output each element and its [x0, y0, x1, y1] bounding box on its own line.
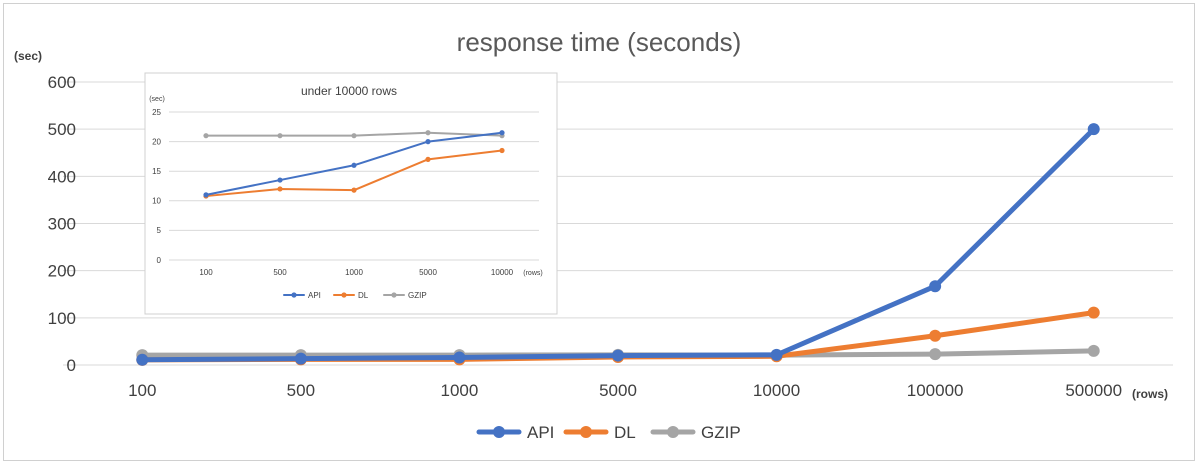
- main-legend-marker-dl: [580, 426, 592, 438]
- main-legend-label-api: API: [527, 423, 554, 442]
- main-y-tick-label: 200: [48, 262, 76, 281]
- main-chart-title: response time (seconds): [457, 27, 742, 57]
- main-data-point-api: [453, 351, 466, 364]
- main-data-point-api: [612, 349, 624, 362]
- inset-data-point-api: [351, 162, 357, 168]
- inset-chart-title: under 10000 rows: [301, 84, 397, 98]
- inset-gridlines: [169, 111, 539, 261]
- main-legend-marker-gzip: [667, 426, 679, 438]
- inset-y-ticks: 0 5 10 15 20 25: [152, 108, 161, 265]
- main-y-ticks: 0 100 200 300 400 500 600: [48, 73, 76, 375]
- inset-data-point-gzip: [277, 133, 283, 139]
- main-data-point-gzip: [1087, 344, 1100, 357]
- inset-data-point-api: [277, 177, 283, 183]
- main-y-tick-label: 300: [48, 214, 76, 233]
- main-y-tick-label: 100: [48, 309, 76, 328]
- inset-legend-label-dl: DL: [358, 291, 369, 300]
- inset-data-point-dl: [425, 156, 431, 162]
- main-data-point-dl: [929, 329, 942, 342]
- main-data-point-gzip: [929, 348, 942, 361]
- main-data-point-api: [929, 280, 942, 293]
- inset-x-tick-label: 5000: [419, 268, 437, 277]
- inset-data-point-api: [203, 192, 209, 198]
- inset-legend: API DL GZIP: [283, 291, 427, 300]
- main-x-tick-label: 100000: [907, 381, 964, 400]
- main-data-point-api: [136, 353, 149, 366]
- inset-series: [203, 130, 505, 199]
- inset-legend-marker-dl: [341, 292, 347, 298]
- main-legend-marker-api: [493, 426, 505, 438]
- main-y-tick-label: 400: [48, 167, 76, 186]
- inset-data-point-api: [499, 130, 505, 136]
- response-time-chart: response time (seconds) (sec) (rows) 0 10…: [14, 27, 1173, 442]
- inset-x-tick-label: 10000: [491, 268, 514, 277]
- inset-y-tick-label: 20: [152, 137, 161, 146]
- inset-legend-label-gzip: GZIP: [408, 291, 427, 300]
- inset-y-tick-label: 15: [152, 167, 161, 176]
- inset-x-unit-label: (rows): [523, 270, 542, 277]
- chart-frame: response time (seconds) (sec) (rows) 0 10…: [3, 3, 1195, 461]
- inset-y-tick-label: 0: [157, 256, 162, 265]
- inset-x-tick-label: 1000: [345, 268, 363, 277]
- inset-data-point-dl: [277, 186, 283, 192]
- main-x-tick-label: 500: [287, 381, 315, 400]
- inset-x-ticks: 100 500 1000 5000 10000: [199, 268, 513, 277]
- main-x-tick-label: 5000: [599, 381, 637, 400]
- main-legend: API DL GZIP: [476, 423, 741, 442]
- main-legend-label-gzip: GZIP: [701, 423, 741, 442]
- main-legend-label-dl: DL: [614, 423, 636, 442]
- main-x-tick-label: 10000: [753, 381, 800, 400]
- main-y-tick-label: 0: [67, 356, 76, 375]
- inset-data-point-gzip: [203, 133, 209, 139]
- inset-x-tick-label: 500: [273, 268, 287, 277]
- main-x-unit-label: (rows): [1132, 387, 1168, 401]
- inset-y-tick-label: 10: [152, 197, 161, 206]
- inset-data-point-api: [425, 139, 431, 145]
- inset-y-tick-label: 25: [152, 108, 161, 117]
- inset-x-tick-label: 100: [199, 268, 213, 277]
- inset-y-unit-label: (sec): [149, 96, 165, 103]
- main-data-point-dl: [1087, 306, 1100, 319]
- inset-legend-label-api: API: [308, 291, 321, 300]
- inset-data-point-gzip: [425, 130, 431, 136]
- main-x-tick-label: 100: [128, 381, 156, 400]
- inset-data-point-dl: [351, 187, 357, 193]
- main-x-tick-label: 1000: [441, 381, 479, 400]
- main-y-tick-label: 500: [48, 120, 76, 139]
- main-y-tick-label: 600: [48, 73, 76, 92]
- main-data-point-api: [294, 352, 307, 365]
- inset-y-tick-label: 5: [157, 226, 162, 235]
- main-x-ticks: 100 500 1000 5000 10000 100000 500000: [128, 381, 1122, 400]
- main-x-tick-label: 500000: [1065, 381, 1122, 400]
- inset-legend-marker-gzip: [391, 292, 397, 298]
- inset-data-point-gzip: [351, 133, 357, 139]
- main-y-unit-label: (sec): [14, 49, 42, 63]
- main-data-point-api: [770, 348, 783, 361]
- inset-data-point-dl: [499, 147, 505, 154]
- inset-legend-marker-api: [291, 292, 297, 298]
- main-series: [136, 123, 1100, 366]
- main-data-point-api: [1087, 123, 1100, 136]
